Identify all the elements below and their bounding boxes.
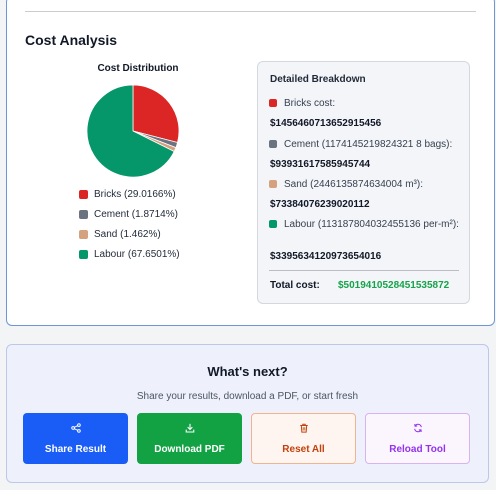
breakdown-value-cement: $93931617585945744	[270, 159, 371, 170]
breakdown-dot-labour	[269, 220, 277, 228]
pie-slice-bricks	[132, 84, 180, 143]
legend-swatch-bricks	[79, 189, 88, 199]
breakdown-title: Detailed Breakdown	[270, 74, 366, 85]
legend-swatch-sand	[79, 229, 88, 239]
chart-legend: Bricks (29.0166%) Cement (1.8714%) Sand …	[79, 184, 180, 264]
legend-item-labour: Labour (67.6501%)	[79, 244, 180, 264]
breakdown-label-sand-text: Sand (2446135874634004 m³):	[284, 179, 423, 190]
legend-swatch-cement	[79, 209, 88, 219]
download-pdf-label: Download PDF	[154, 443, 225, 455]
share-icon	[70, 422, 81, 436]
reload-tool-button[interactable]: Reload Tool	[365, 413, 470, 464]
breakdown-label-cement: Cement (1174145219824321 8 bags):	[269, 138, 465, 151]
breakdown-label-bricks-text: Bricks cost:	[284, 98, 336, 109]
reset-all-button[interactable]: Reset All	[251, 413, 356, 464]
legend-label-cement: Cement (1.8714%)	[94, 208, 178, 220]
trash-icon	[299, 423, 309, 436]
section-title: Cost Analysis	[25, 32, 118, 48]
breakdown-dot-cement	[269, 140, 277, 148]
whats-next-title: What's next?	[207, 364, 288, 379]
reset-all-label: Reset All	[282, 443, 325, 455]
breakdown-label-sand: Sand (2446135874634004 m³):	[269, 178, 465, 191]
download-icon	[185, 423, 195, 436]
total-cost-label: Total cost:	[270, 280, 320, 291]
reload-icon	[413, 423, 423, 436]
pie-chart	[86, 84, 180, 178]
breakdown-label-cement-text: Cement (1174145219824321 8 bags):	[284, 139, 453, 150]
chart-title: Cost Distribution	[97, 63, 179, 74]
share-result-button[interactable]: Share Result	[23, 413, 128, 464]
reload-tool-label: Reload Tool	[389, 443, 446, 455]
divider	[25, 11, 476, 12]
breakdown-label-labour-text: Labour (113187804032455136 per-m²):	[284, 219, 459, 230]
total-cost-value: $5019410528451535872	[338, 280, 450, 291]
whats-next-subtitle: Share your results, download a PDF, or s…	[136, 391, 359, 402]
legend-label-labour: Labour (67.6501%)	[94, 248, 180, 260]
legend-label-sand: Sand (1.462%)	[94, 228, 161, 240]
breakdown-value-bricks: $1456460713652915456	[270, 118, 382, 129]
result-card: Cost Analysis Cost Distribution Bricks (…	[6, 0, 495, 326]
whats-next-card: What's next? Share your results, downloa…	[6, 344, 489, 483]
breakdown-value-labour: $3395634120973654016	[270, 251, 382, 262]
breakdown-dot-sand	[269, 180, 277, 188]
legend-item-bricks: Bricks (29.0166%)	[79, 184, 180, 204]
breakdown-divider	[269, 270, 459, 271]
legend-item-cement: Cement (1.8714%)	[79, 204, 180, 224]
breakdown-value-sand: $73384076239020112	[270, 199, 370, 210]
detailed-breakdown-panel: Detailed Breakdown Bricks cost: $1456460…	[257, 61, 470, 304]
download-pdf-button[interactable]: Download PDF	[137, 413, 242, 464]
breakdown-label-labour: Labour (113187804032455136 per-m²):	[269, 218, 465, 231]
share-result-label: Share Result	[44, 443, 107, 455]
breakdown-dot-bricks	[269, 99, 277, 107]
pie-slice-labour	[86, 84, 175, 178]
legend-item-sand: Sand (1.462%)	[79, 224, 180, 244]
legend-label-bricks: Bricks (29.0166%)	[94, 188, 176, 200]
legend-swatch-labour	[79, 249, 88, 259]
breakdown-label-bricks: Bricks cost:	[269, 97, 465, 110]
